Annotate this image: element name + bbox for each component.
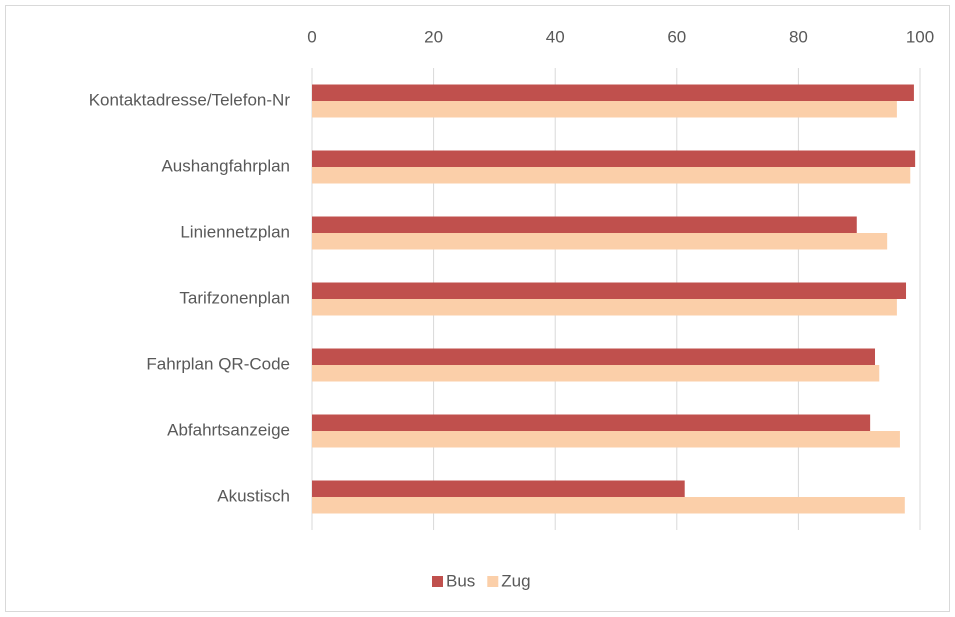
x-tick-label: 80 [789, 27, 808, 46]
x-tick-label: 40 [546, 27, 565, 46]
bar [312, 431, 900, 448]
legend-swatch [487, 576, 499, 587]
y-tick-label: Akustisch [217, 486, 290, 505]
y-tick-label: Aushangfahrplan [161, 156, 290, 175]
bar [312, 348, 876, 365]
bar [312, 84, 914, 101]
y-tick-label: Fahrplan QR-Code [146, 354, 290, 373]
y-tick-label: Liniennetzplan [180, 222, 290, 241]
bar [312, 299, 897, 316]
bar [312, 414, 871, 431]
bar [312, 233, 888, 250]
bar [312, 150, 916, 167]
bar [312, 101, 897, 118]
bar [312, 216, 857, 233]
bar [312, 365, 880, 382]
bar [312, 282, 907, 299]
y-tick-label: Abfahrtsanzeige [167, 420, 290, 439]
x-tick-label: 100 [906, 27, 934, 46]
legend-label: Zug [501, 571, 530, 590]
y-tick-label: Kontaktadresse/Telefon-Nr [89, 90, 291, 109]
x-tick-label: 20 [424, 27, 443, 46]
bar [312, 497, 905, 514]
x-tick-label: 60 [667, 27, 686, 46]
legend-swatch [432, 576, 443, 587]
x-tick-label: 0 [307, 27, 316, 46]
legend-label: Bus [446, 571, 475, 590]
bar [312, 480, 685, 497]
y-tick-label: Tarifzonenplan [179, 288, 290, 307]
bar [312, 167, 911, 184]
